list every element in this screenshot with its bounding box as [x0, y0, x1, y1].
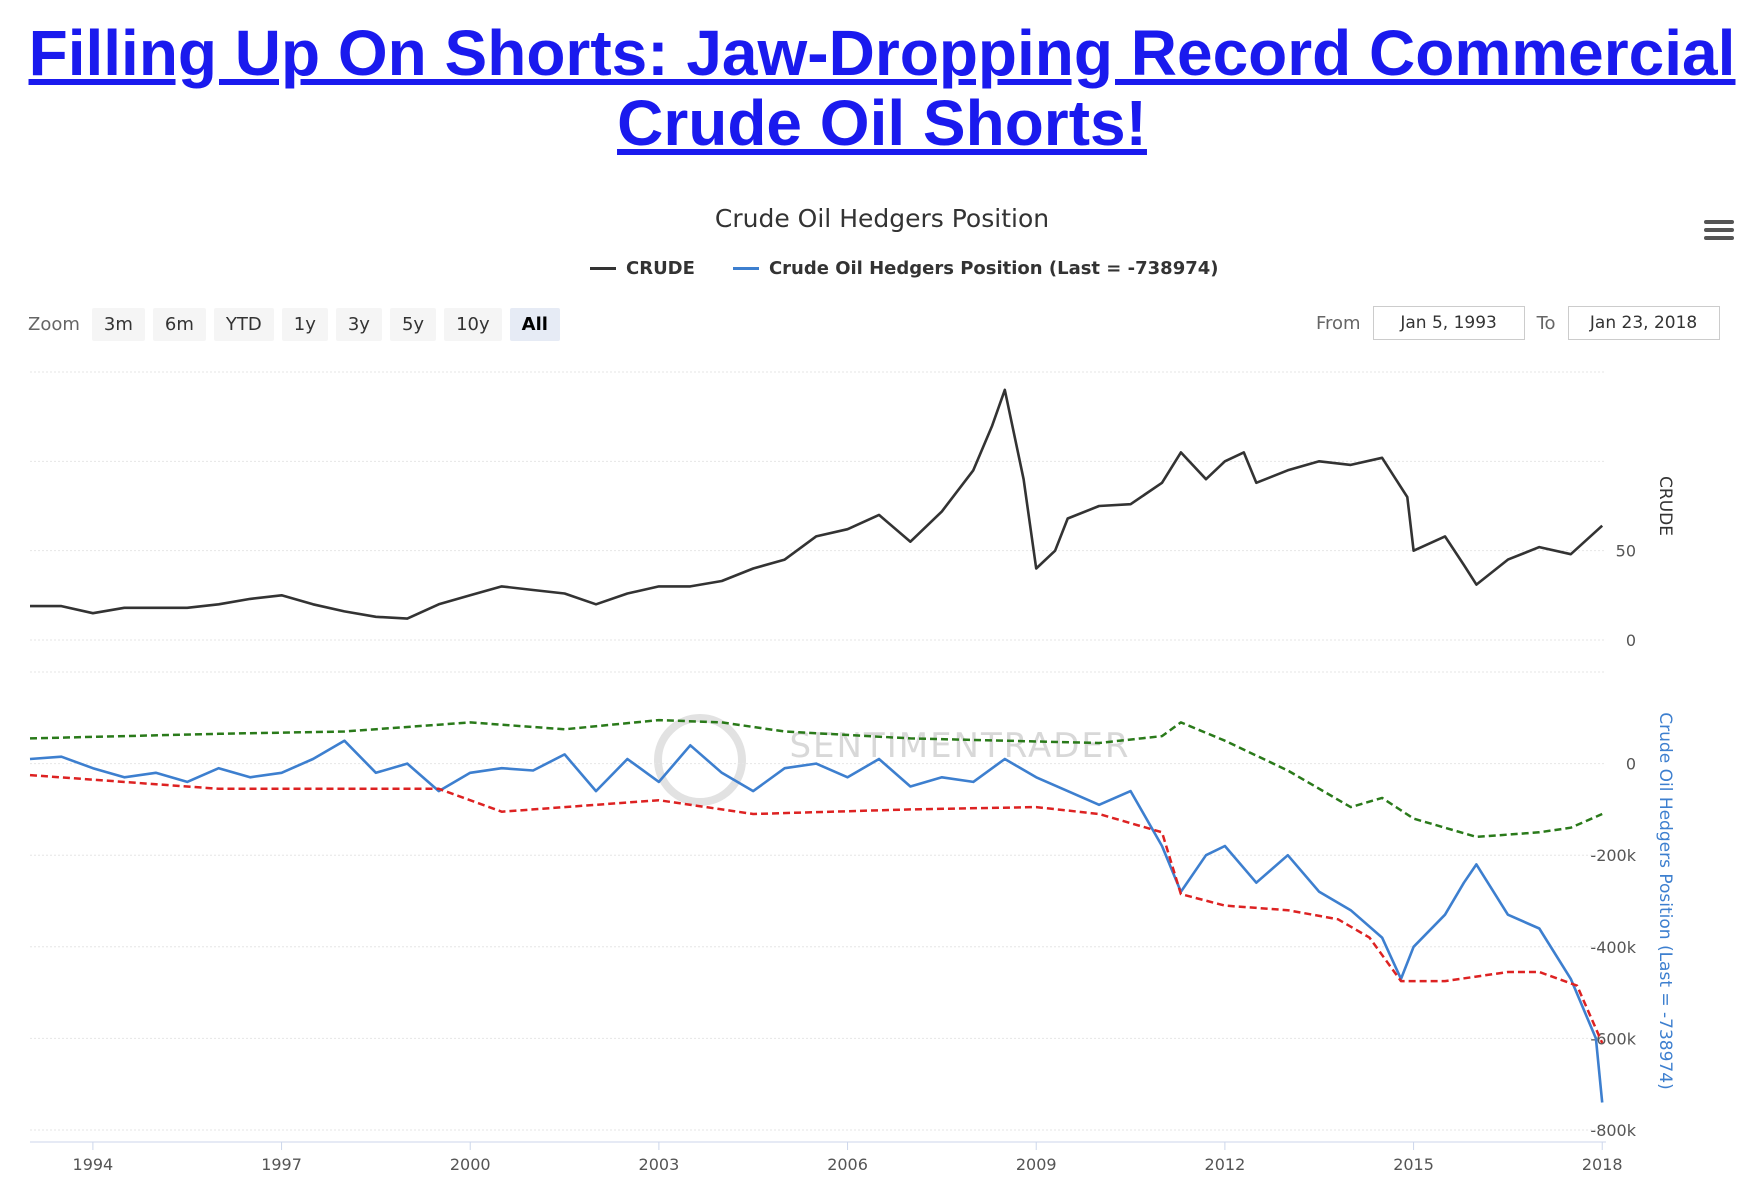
series-line-crude [30, 388, 1604, 620]
x-tick-label-2012: 2012 [1205, 1155, 1246, 1174]
x-tick-label-2003: 2003 [639, 1155, 680, 1174]
legend-label-hedgers: Crude Oil Hedgers Position (Last = -7389… [768, 257, 1219, 279]
x-tick-label-2006: 2006 [827, 1155, 868, 1174]
x-tick-label-2009: 2009 [1016, 1155, 1057, 1174]
legend-item-hedgers[interactable]: Crude Oil Hedgers Position (Last = -7389… [732, 257, 1219, 279]
y-tick-label-p1-4: -800k [1590, 1121, 1636, 1140]
zoom-button-1y[interactable]: 1y [281, 307, 328, 341]
y-tick-label-p1-3: -600k [1590, 1029, 1636, 1048]
x-tick-label-2000: 2000 [450, 1155, 491, 1174]
headline[interactable]: Filling Up On Shorts: Jaw-Dropping Recor… [0, 18, 1764, 158]
zoom-button-all[interactable]: All [509, 307, 560, 341]
y-axis-title-p0: CRUDE [1655, 476, 1675, 536]
x-tick-label-2015: 2015 [1393, 1155, 1434, 1174]
watermark-text: SENTIMENTRADER [789, 726, 1130, 766]
chart-legend: CRUDE Crude Oil Hedgers Position (Last =… [590, 253, 1219, 283]
y-tick-label-p1-0: 0 [1626, 755, 1636, 774]
zoom-button-ytd[interactable]: YTD [213, 307, 274, 341]
zoom-bar: Zoom 3m 6m YTD 1y 3y 5y 10y All [28, 306, 560, 342]
to-label: To [1536, 312, 1556, 334]
x-tick-label-1994: 1994 [73, 1155, 114, 1174]
zoom-button-6m[interactable]: 6m [152, 307, 206, 341]
zoom-label: Zoom [28, 313, 80, 335]
hamburger-menu-icon[interactable] [1704, 216, 1734, 244]
zoom-button-10y[interactable]: 10y [444, 307, 502, 341]
date-range-selector: From To [1316, 306, 1720, 340]
legend-line-crude [590, 266, 616, 270]
series-line-lower-band [29, 773, 1604, 1044]
legend-label-crude: CRUDE [626, 257, 695, 279]
to-date-input[interactable] [1567, 306, 1720, 340]
y-tick-label-p1-2: -400k [1590, 938, 1636, 957]
watermark-logo-icon [654, 714, 746, 806]
y-tick-label-p0-1: 50 [1616, 542, 1636, 561]
zoom-button-5y[interactable]: 5y [389, 307, 437, 341]
zoom-button-3m[interactable]: 3m [91, 307, 145, 341]
series-line-upper-band [29, 718, 1603, 839]
from-date-input[interactable] [1372, 306, 1525, 340]
zoom-button-3y[interactable]: 3y [335, 307, 382, 341]
legend-item-crude[interactable]: CRUDE [590, 258, 695, 279]
from-label: From [1316, 312, 1361, 334]
legend-line-hedgers [732, 266, 759, 270]
x-tick-label-1997: 1997 [261, 1155, 302, 1174]
chart-title: Crude Oil Hedgers Position [714, 204, 1050, 233]
chart-area[interactable]: SENTIMENTRADER 0 50 CRUDE 0 -200k -400k -600k -8… [0, 360, 1764, 1200]
y-axis-title-p1: Crude Oil Hedgers Position (Last = -7389… [1655, 712, 1675, 1089]
y-tick-label-p1-1: -200k [1590, 846, 1636, 865]
series-line-crude-oil-hedgers-position [29, 739, 1604, 1103]
x-tick-label-2018: 2018 [1582, 1155, 1623, 1174]
headline-link[interactable]: Filling Up On Shorts: Jaw-Dropping Recor… [28, 17, 1736, 159]
y-tick-label-p0-0: 0 [1626, 631, 1636, 650]
